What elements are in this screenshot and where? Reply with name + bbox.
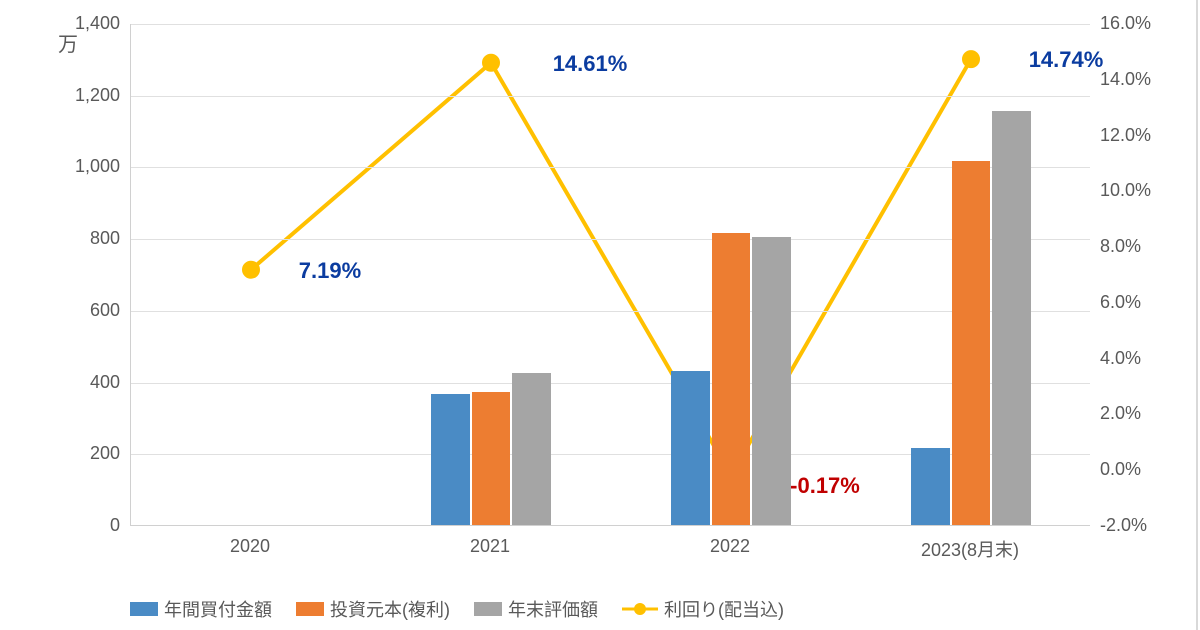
bar — [952, 161, 991, 525]
legend-swatch — [296, 602, 324, 616]
gridline — [131, 239, 1090, 240]
combo-chart: 万 02004006008001,0001,2001,400 -2.0%0.0%… — [0, 0, 1200, 630]
y-left-tick: 400 — [60, 372, 120, 393]
line-data-label: -0.17% — [790, 473, 860, 499]
bar — [752, 237, 791, 525]
x-tick: 2020 — [230, 536, 270, 557]
legend-swatch — [130, 602, 158, 616]
y-right-tick: 4.0% — [1100, 348, 1170, 369]
bar — [992, 111, 1031, 525]
y-right-tick: 6.0% — [1100, 292, 1170, 313]
y-left-tick: 600 — [60, 300, 120, 321]
legend: 年間買付金額 投資元本(複利) 年末評価額 利回り(配当込) — [130, 596, 784, 622]
y-left-tick: 800 — [60, 228, 120, 249]
bar — [911, 448, 950, 525]
legend-marker-icon — [634, 603, 646, 615]
gridline — [131, 167, 1090, 168]
y-right-tick: 2.0% — [1100, 403, 1170, 424]
legend-label: 年間買付金額 — [164, 596, 272, 622]
bar — [671, 371, 710, 525]
y-left-tick: 1,200 — [60, 85, 120, 106]
y-right-tick: -2.0% — [1100, 515, 1170, 536]
gridline — [131, 96, 1090, 97]
x-tick: 2022 — [710, 536, 750, 557]
panel-right-border — [1196, 0, 1198, 630]
bar — [472, 392, 511, 525]
line-data-label: 14.74% — [1029, 47, 1104, 73]
legend-item-bar1: 年間買付金額 — [130, 596, 272, 622]
y-right-tick: 16.0% — [1100, 13, 1170, 34]
x-tick: 2021 — [470, 536, 510, 557]
y-right-tick: 14.0% — [1100, 69, 1170, 90]
trend-marker — [483, 55, 499, 71]
gridline — [131, 383, 1090, 384]
bar — [512, 373, 551, 525]
y-left-tick: 1,400 — [60, 13, 120, 34]
legend-swatch — [474, 602, 502, 616]
bar — [712, 233, 751, 525]
x-tick: 2023(8月末) — [921, 536, 1019, 562]
bar — [431, 394, 470, 525]
legend-label: 年末評価額 — [508, 596, 598, 622]
y-right-tick: 8.0% — [1100, 236, 1170, 257]
legend-line-icon — [622, 602, 658, 616]
legend-label: 利回り(配当込) — [664, 596, 784, 622]
y-right-tick: 10.0% — [1100, 180, 1170, 201]
legend-item-line: 利回り(配当込) — [622, 596, 784, 622]
line-data-label: 7.19% — [299, 258, 361, 284]
y-left-tick: 1,000 — [60, 156, 120, 177]
line-data-label: 14.61% — [553, 51, 628, 77]
gridline — [131, 24, 1090, 25]
trend-marker — [243, 262, 259, 278]
y-left-tick: 200 — [60, 443, 120, 464]
y-right-tick: 0.0% — [1100, 459, 1170, 480]
legend-item-bar3: 年末評価額 — [474, 596, 598, 622]
y-right-tick: 12.0% — [1100, 125, 1170, 146]
y-left-tick: 0 — [60, 515, 120, 536]
gridline — [131, 311, 1090, 312]
legend-item-bar2: 投資元本(複利) — [296, 596, 450, 622]
plot-area — [130, 24, 1090, 526]
legend-label: 投資元本(複利) — [330, 596, 450, 622]
trend-marker — [963, 51, 979, 67]
